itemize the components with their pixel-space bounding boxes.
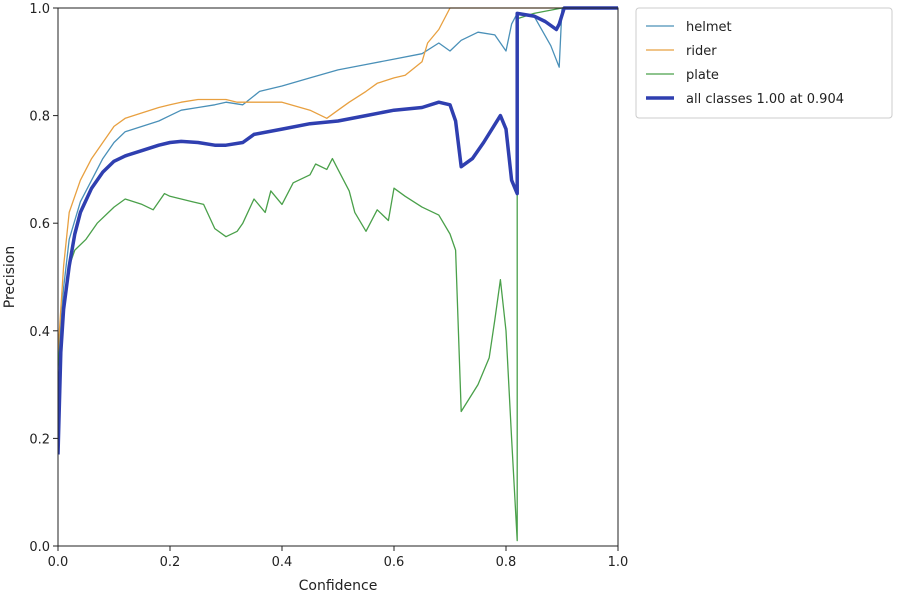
series-line-2 — [58, 7, 618, 542]
x-tick-label: 0.6 — [384, 555, 405, 570]
y-tick-label: 0.2 — [29, 432, 50, 447]
series-line-1 — [58, 7, 618, 353]
series-line-3 — [58, 6, 618, 455]
x-tick-label: 0.0 — [48, 555, 69, 570]
plot-area — [58, 6, 618, 542]
y-tick-label: 0.8 — [29, 110, 50, 125]
legend-label: all classes 1.00 at 0.904 — [686, 92, 844, 107]
legend: helmet rider plate all classes 1.00 at 0.90… — [635, 7, 893, 119]
y-tick-label: 0.4 — [29, 325, 50, 340]
legend-label: plate — [686, 68, 719, 83]
y-tick-label: 1.0 — [29, 2, 50, 17]
axes: 0.0 0.2 0.4 0.6 0.8 1.0 0.0 0.2 0.4 0.6 0.8 1.0 — [29, 2, 628, 570]
x-tick-label: 0.8 — [496, 555, 517, 570]
plot-frame — [57, 7, 619, 547]
x-tick-label: 1.0 — [608, 555, 629, 570]
legend-label: helmet — [686, 20, 732, 35]
legend-label: rider — [686, 44, 717, 59]
legend-box — [635, 7, 893, 119]
x-tick-label: 0.2 — [160, 555, 181, 570]
y-axis-label: Precision — [2, 246, 18, 308]
x-tick-label: 0.4 — [272, 555, 293, 570]
y-tick-label: 0.0 — [29, 540, 50, 555]
series-line-0 — [58, 7, 618, 364]
y-tick-label: 0.6 — [29, 217, 50, 232]
x-axis-label: Confidence — [299, 578, 378, 594]
